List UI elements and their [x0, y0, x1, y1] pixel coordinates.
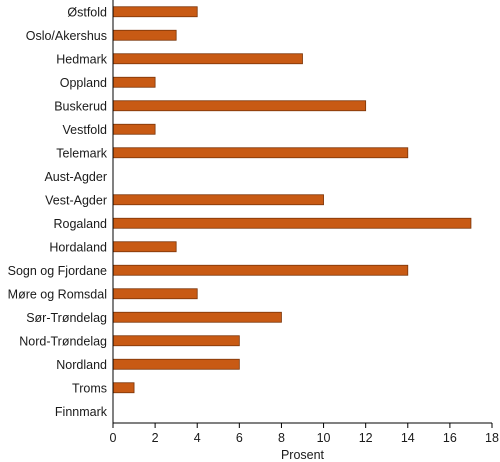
bar-0 — [112, 6, 198, 18]
bar-1 — [112, 29, 177, 41]
category-label-14: Nord-Trøndelag — [19, 334, 107, 348]
bar-16 — [112, 382, 135, 394]
x-axis-ticks: 0 2 4 6 8 10 12 14 16 18 — [110, 423, 499, 445]
x-tick-label-3: 6 — [236, 431, 243, 445]
x-tick-label-7: 14 — [401, 431, 415, 445]
category-label-1: Oslo/Akershus — [26, 29, 107, 43]
category-label-0: Østfold — [67, 5, 107, 19]
category-label-10: Hordaland — [49, 240, 107, 254]
category-label-12: Møre og Romsdal — [8, 287, 107, 301]
x-tick-label-8: 16 — [443, 431, 457, 445]
category-label-2: Hedmark — [56, 52, 107, 66]
category-label-4: Buskerud — [54, 99, 107, 113]
bar-5 — [112, 123, 156, 135]
category-label-3: Oppland — [60, 76, 107, 90]
category-label-17: Finnmark — [55, 405, 108, 419]
bar-3 — [112, 76, 156, 88]
bar-11 — [112, 264, 409, 276]
category-labels: Østfold Oslo/Akershus Hedmark Oppland Busker… — [8, 5, 108, 419]
bar-2 — [112, 53, 303, 65]
bar-13 — [112, 311, 282, 323]
category-label-7: Aust-Agder — [44, 170, 107, 184]
bar-4 — [112, 100, 367, 112]
x-tick-label-0: 0 — [110, 431, 117, 445]
bar-9 — [112, 217, 472, 229]
bar-8 — [112, 194, 324, 206]
category-label-13: Sør-Trøndelag — [26, 311, 107, 325]
bar-15 — [112, 358, 240, 370]
bars-group — [112, 6, 472, 394]
category-label-8: Vest-Agder — [45, 193, 107, 207]
x-tick-label-1: 2 — [152, 431, 159, 445]
category-label-5: Vestfold — [63, 123, 108, 137]
x-axis-title: Prosent — [281, 448, 325, 462]
bar-6 — [112, 147, 409, 159]
x-tick-label-9: 18 — [485, 431, 499, 445]
category-label-6: Telemark — [56, 146, 107, 160]
category-label-9: Rogaland — [53, 217, 107, 231]
x-tick-label-2: 4 — [194, 431, 201, 445]
category-label-11: Sogn og Fjordane — [8, 264, 107, 278]
x-tick-label-6: 12 — [359, 431, 373, 445]
category-label-16: Troms — [72, 381, 107, 395]
bar-10 — [112, 241, 177, 253]
category-label-15: Nordland — [56, 358, 107, 372]
x-tick-label-4: 8 — [278, 431, 285, 445]
bar-12 — [112, 288, 198, 300]
x-tick-label-5: 10 — [317, 431, 331, 445]
bar-14 — [112, 335, 240, 347]
